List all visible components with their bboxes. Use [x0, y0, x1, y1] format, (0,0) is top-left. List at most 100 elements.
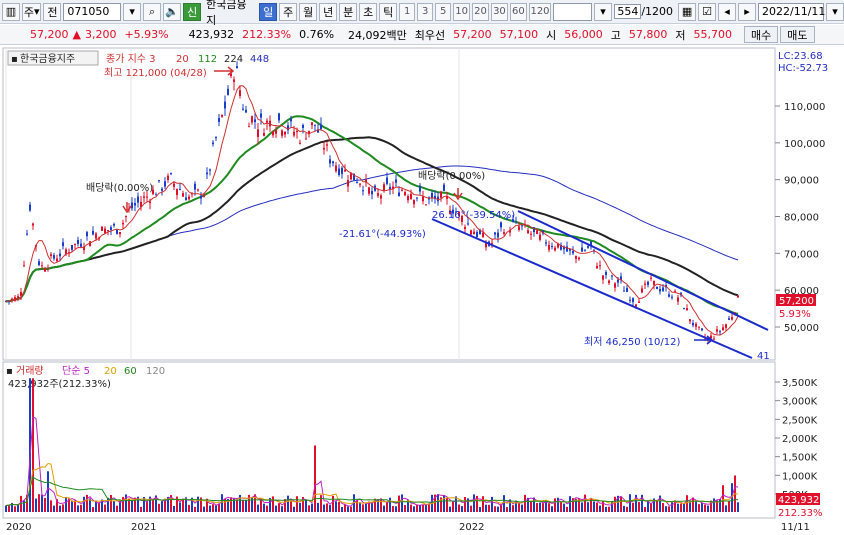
candle-body [479, 229, 481, 234]
candle-body [527, 230, 529, 234]
period-day-button[interactable]: 일 [259, 2, 278, 21]
candle-body [254, 119, 256, 123]
candle-body [116, 229, 118, 235]
volume-bar [494, 506, 496, 512]
period-week-button[interactable]: 주 [279, 2, 298, 21]
volume-bar [164, 498, 166, 512]
interval-20[interactable]: 20 [472, 2, 489, 21]
grid-settings-icon[interactable]: ▦ [678, 2, 697, 21]
volume-bar [11, 502, 13, 512]
volume-bar [473, 494, 475, 512]
interval-1[interactable]: 1 [399, 2, 416, 21]
candle-body [341, 167, 343, 174]
period-month-button[interactable]: 월 [299, 2, 318, 21]
interval-120[interactable]: 120 [528, 2, 552, 21]
speaker-icon[interactable]: 🔈 [163, 2, 182, 21]
volume-bar [470, 505, 472, 512]
volume-bar [32, 378, 34, 512]
period-minute-button[interactable]: 분 [339, 2, 358, 21]
dropdown-icon[interactable]: ▾ [123, 2, 142, 21]
price-tick-label: 80,000 [784, 213, 819, 224]
angle-note-1: 26.16°(-39.54%) [432, 210, 515, 221]
search-icon[interactable]: ⌕ [143, 2, 162, 21]
quote-bar: 57,200 ▲ 3,200 +5.93% 423,932 212.33% 0.… [0, 25, 844, 45]
interval-10[interactable]: 10 [453, 2, 471, 21]
candle-body [131, 202, 133, 209]
menu-square-icon: ▪ [11, 54, 18, 65]
candle-body [662, 287, 664, 291]
period-second-button[interactable]: 초 [359, 2, 378, 21]
chart-menu-icon[interactable]: ▥ [2, 2, 20, 21]
volume-legend: 단순 5 [62, 365, 90, 377]
calendar-icon[interactable]: ▾ [826, 2, 844, 21]
period-year-button[interactable]: 년 [319, 2, 338, 21]
volume-bar [338, 501, 340, 512]
count-value[interactable]: 554 [614, 4, 642, 19]
volume-ma5-line [5, 416, 739, 507]
candle-body [401, 189, 403, 191]
candle-body [719, 331, 721, 333]
stock-code-input[interactable]: 071050 [63, 2, 122, 21]
volume-bar [374, 498, 376, 512]
volume-bar [569, 496, 571, 512]
volume-ma60-line [5, 476, 738, 506]
volume-bar [179, 502, 181, 512]
best-ask: 57,200 [453, 28, 492, 41]
left-arrow-icon[interactable]: ◂ [718, 2, 737, 21]
interval-60[interactable]: 60 [509, 2, 527, 21]
candle-body [188, 196, 190, 200]
interval-5[interactable]: 5 [435, 2, 452, 21]
candle-body [323, 147, 325, 150]
candle-body [398, 192, 400, 197]
date-input[interactable]: 2022/11/11 [758, 2, 825, 21]
volume-bar [530, 501, 532, 512]
volume-bar [551, 506, 553, 512]
volume-bar [578, 498, 580, 512]
x-label-2020: 2020 [6, 522, 31, 533]
volume-bar [614, 496, 616, 512]
volume-bar [221, 494, 223, 512]
interval-30[interactable]: 30 [490, 2, 508, 21]
volume-bar [350, 506, 352, 512]
candle-body [80, 243, 82, 247]
interval-3[interactable]: 3 [417, 2, 434, 21]
volume-tick-label: 1,000K [782, 471, 818, 482]
interval-dropdown-icon[interactable]: ▾ [594, 2, 613, 21]
high-arrow-icon [214, 66, 235, 76]
stock-chart[interactable]: 110,000 100,000 90,000 80,000 70,000 60,000 50… [0, 46, 844, 535]
trade-amount: 24,092백만 [348, 28, 407, 42]
volume-bar [182, 498, 184, 512]
volume-bar [458, 504, 460, 512]
candle-body [110, 227, 112, 230]
interval-custom-input[interactable] [553, 2, 593, 21]
mode-select[interactable]: 주 ▾ [22, 2, 42, 21]
volume-bar [335, 501, 337, 512]
candle-body [122, 222, 124, 225]
volume-bar [101, 499, 103, 512]
volume-bar [632, 502, 634, 512]
candle-body [608, 280, 610, 284]
candle-body [710, 335, 712, 339]
buy-button[interactable]: 매수 [744, 26, 779, 43]
volume-bar [29, 378, 31, 512]
volume-bar [83, 496, 85, 512]
candle-body [419, 185, 421, 192]
candle-body [473, 231, 475, 235]
volume-bar [584, 494, 586, 512]
volume-bar [122, 496, 124, 512]
candle-body [461, 215, 463, 222]
volume-bar [467, 498, 469, 512]
candle-body [482, 232, 484, 238]
period-tick-button[interactable]: 틱 [379, 2, 398, 21]
mode-label: 주 [23, 5, 35, 19]
candle-body [512, 219, 514, 222]
right-arrow-icon[interactable]: ▸ [738, 2, 757, 21]
candle-body [554, 247, 556, 251]
volume-bar [20, 495, 22, 512]
sell-button[interactable]: 매도 [780, 26, 815, 43]
candle-body [59, 253, 61, 257]
candle-body [152, 189, 154, 195]
checkbox-icon[interactable]: ☑ [698, 2, 717, 21]
prev-button[interactable]: 전 [43, 2, 62, 21]
candle-body [452, 209, 454, 214]
